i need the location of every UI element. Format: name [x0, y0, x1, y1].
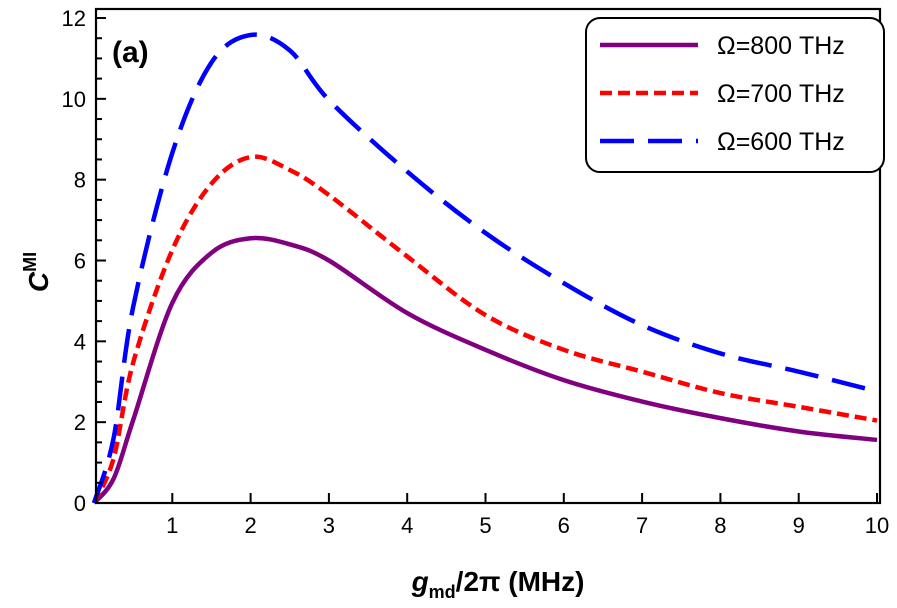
y-axis-label: CMI [20, 252, 54, 292]
y-tick-label: 10 [62, 87, 86, 112]
legend-label: Ω=700 THz [717, 80, 845, 108]
y-tick-label: 6 [74, 249, 86, 274]
x-tick-label: 10 [865, 513, 889, 538]
x-tick-label: 6 [558, 513, 570, 538]
legend: Ω=800 THz Ω=700 THz Ω=600 THz [585, 17, 885, 173]
y-label-main: C [23, 271, 54, 292]
panel-label: (a) [112, 36, 149, 69]
curves [91, 32, 878, 505]
x-label-main: g [411, 566, 429, 597]
series-line-2 [91, 154, 878, 504]
x-tick-label: 4 [401, 513, 413, 538]
x-label-sub: md [429, 582, 456, 602]
x-tick-label: 2 [244, 513, 256, 538]
series-line-3 [91, 32, 878, 504]
y-tick-label: 12 [62, 6, 86, 31]
legend-box [585, 17, 885, 173]
x-tick-label: 8 [714, 513, 726, 538]
y-label-sup: MI [20, 252, 40, 272]
y-tick-label: 4 [74, 329, 86, 354]
legend-label: Ω=800 THz [717, 32, 845, 60]
x-tick-label: 7 [636, 513, 648, 538]
legend-label: Ω=600 THz [717, 128, 845, 156]
plot-frame [94, 7, 882, 505]
x-tick-label: 3 [323, 513, 335, 538]
x-tick-label: 5 [479, 513, 491, 538]
y-tick-label: 0 [74, 491, 86, 516]
series-line-1 [92, 235, 878, 505]
y-tick-label: 8 [74, 168, 86, 193]
y-tick-label: 2 [74, 410, 86, 435]
x-tick-label: 9 [793, 513, 805, 538]
x-axis-label: gmd/2π (MHz) [411, 566, 585, 602]
x-tick-label: 1 [166, 513, 178, 538]
x-label-rest: /2π (MHz) [456, 566, 585, 597]
